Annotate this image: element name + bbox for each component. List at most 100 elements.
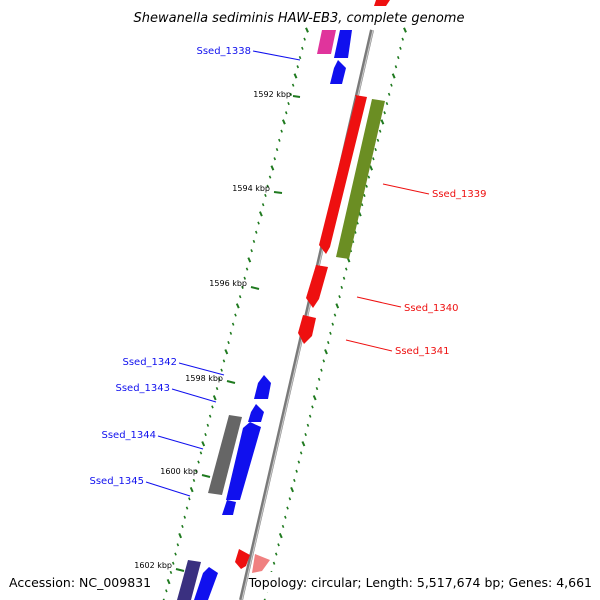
tick-dot (385, 101, 389, 106)
feature-bottom-navy[interactable] (177, 560, 201, 600)
gene-label-ssed-1340[interactable]: Ssed_1340 (404, 303, 459, 314)
tick-dot (360, 203, 364, 207)
tick-dot (261, 203, 265, 207)
tick-dot (212, 395, 217, 401)
feature-olive[interactable] (336, 99, 385, 259)
tick-dot (275, 147, 279, 152)
tick-dot (229, 331, 233, 335)
tick-dot (224, 349, 229, 355)
tick-dot (303, 37, 306, 41)
tick-dot (238, 295, 242, 299)
feature-magenta[interactable] (317, 30, 336, 54)
tick-dot (335, 303, 340, 309)
kbp-scale: 1592 kbp 1594 kbp 1596 kbp 1598 kbp 1600… (134, 90, 301, 572)
feature-ssed-1338-blue-a[interactable] (334, 30, 352, 58)
tick-dot (298, 55, 302, 60)
tick-dot (378, 129, 382, 133)
feature-ssed-1342-blue[interactable] (254, 375, 271, 399)
tick-dot (281, 119, 286, 125)
tick-dot (308, 414, 312, 418)
feature-bottom-blue[interactable] (194, 567, 218, 600)
tick-dot (208, 414, 212, 418)
feature-ssed-1339-red[interactable] (319, 95, 367, 254)
tick-dot (380, 119, 385, 125)
tick-dot (387, 92, 391, 96)
kbp-label-1592: 1592 kbp (253, 90, 291, 99)
tick-dot (284, 515, 287, 519)
gene-label-ssed-1341[interactable]: Ssed_1341 (395, 346, 450, 357)
feature-bottom-red[interactable] (235, 549, 250, 569)
tick-dot (257, 221, 260, 225)
tick-dot (390, 83, 393, 87)
tick-dot (293, 73, 298, 79)
kbp-tick (292, 95, 301, 98)
tick-dot (401, 37, 405, 41)
tick-dot (399, 46, 402, 50)
gene-label-ssed-1339[interactable]: Ssed_1339 (432, 189, 487, 200)
feature-ssed-1343-blue[interactable] (248, 404, 264, 422)
gene-label-ssed-1343[interactable]: Ssed_1343 (115, 383, 170, 394)
footer-backdrop-left (5, 572, 148, 592)
feature-bottom-pink[interactable] (252, 554, 270, 573)
kbp-tick (250, 286, 260, 290)
kbp-label-1602: 1602 kbp (134, 561, 172, 570)
tick-dot (176, 543, 180, 547)
tick-dot (322, 359, 326, 363)
tick-dot (199, 451, 203, 455)
leader-ssed-1343 (171, 388, 217, 403)
tick-dot (252, 239, 256, 244)
tick-dot (331, 322, 335, 326)
tick-dot (166, 578, 171, 585)
tick-dot (374, 147, 377, 152)
leader-ssed-1345 (145, 481, 191, 497)
tick-dot (329, 331, 332, 335)
feature-ssed-1341-red[interactable] (298, 315, 316, 344)
label-leaders (145, 50, 430, 497)
tick-dot (272, 561, 276, 565)
feature-ssed-1338-blue-b[interactable] (330, 60, 346, 84)
gene-label-ssed-1345[interactable]: Ssed_1345 (89, 476, 144, 487)
tick-dot (333, 313, 337, 317)
feature-ssed-1344-gray[interactable] (208, 415, 242, 495)
tick-dot (169, 570, 173, 575)
feature-ssed-1340-red[interactable] (306, 265, 328, 308)
tick-dot (266, 184, 270, 188)
tick-dot (181, 524, 184, 529)
tick-dot (206, 423, 210, 427)
tick-dot (188, 497, 191, 501)
tick-dot (241, 285, 244, 290)
kbp-tick (273, 191, 283, 194)
tick-dot (278, 532, 283, 539)
tick-dot (171, 561, 175, 565)
feature-top-red[interactable] (374, 0, 390, 6)
leader-ssed-1340 (356, 296, 402, 308)
tick-dot (278, 138, 281, 142)
tick-dot (174, 552, 177, 556)
leader-ssed-1338 (252, 50, 301, 61)
feature-ssed-1345-blue[interactable] (226, 422, 261, 500)
kbp-label-1600: 1600 kbp (160, 467, 198, 476)
kbp-tick (226, 380, 236, 384)
tick-dot (243, 276, 247, 280)
tick-dot (288, 497, 292, 501)
tick-dot (222, 359, 226, 363)
tick-dot (320, 368, 323, 372)
gene-label-ssed-1338[interactable]: Ssed_1338 (196, 46, 251, 57)
kbp-tick (175, 568, 185, 572)
tick-dot (220, 368, 223, 372)
tick-dot (273, 157, 277, 161)
feature-small-blue-bottom[interactable] (222, 500, 236, 515)
tick-dot (247, 257, 252, 263)
leader-ssed-1339 (382, 183, 430, 195)
tick-dot (264, 193, 267, 198)
gene-label-ssed-1344[interactable]: Ssed_1344 (101, 430, 156, 441)
tick-dot (197, 460, 200, 464)
tick-dot (227, 340, 230, 345)
tick-dot (301, 46, 304, 50)
leader-ssed-1344 (157, 435, 204, 450)
gene-labels: Ssed_1338 Ssed_1339 Ssed_1340 Ssed_1341 … (89, 46, 486, 487)
gene-label-ssed-1342[interactable]: Ssed_1342 (122, 357, 177, 368)
tick-dot (305, 27, 309, 33)
leader-ssed-1342 (178, 362, 225, 376)
